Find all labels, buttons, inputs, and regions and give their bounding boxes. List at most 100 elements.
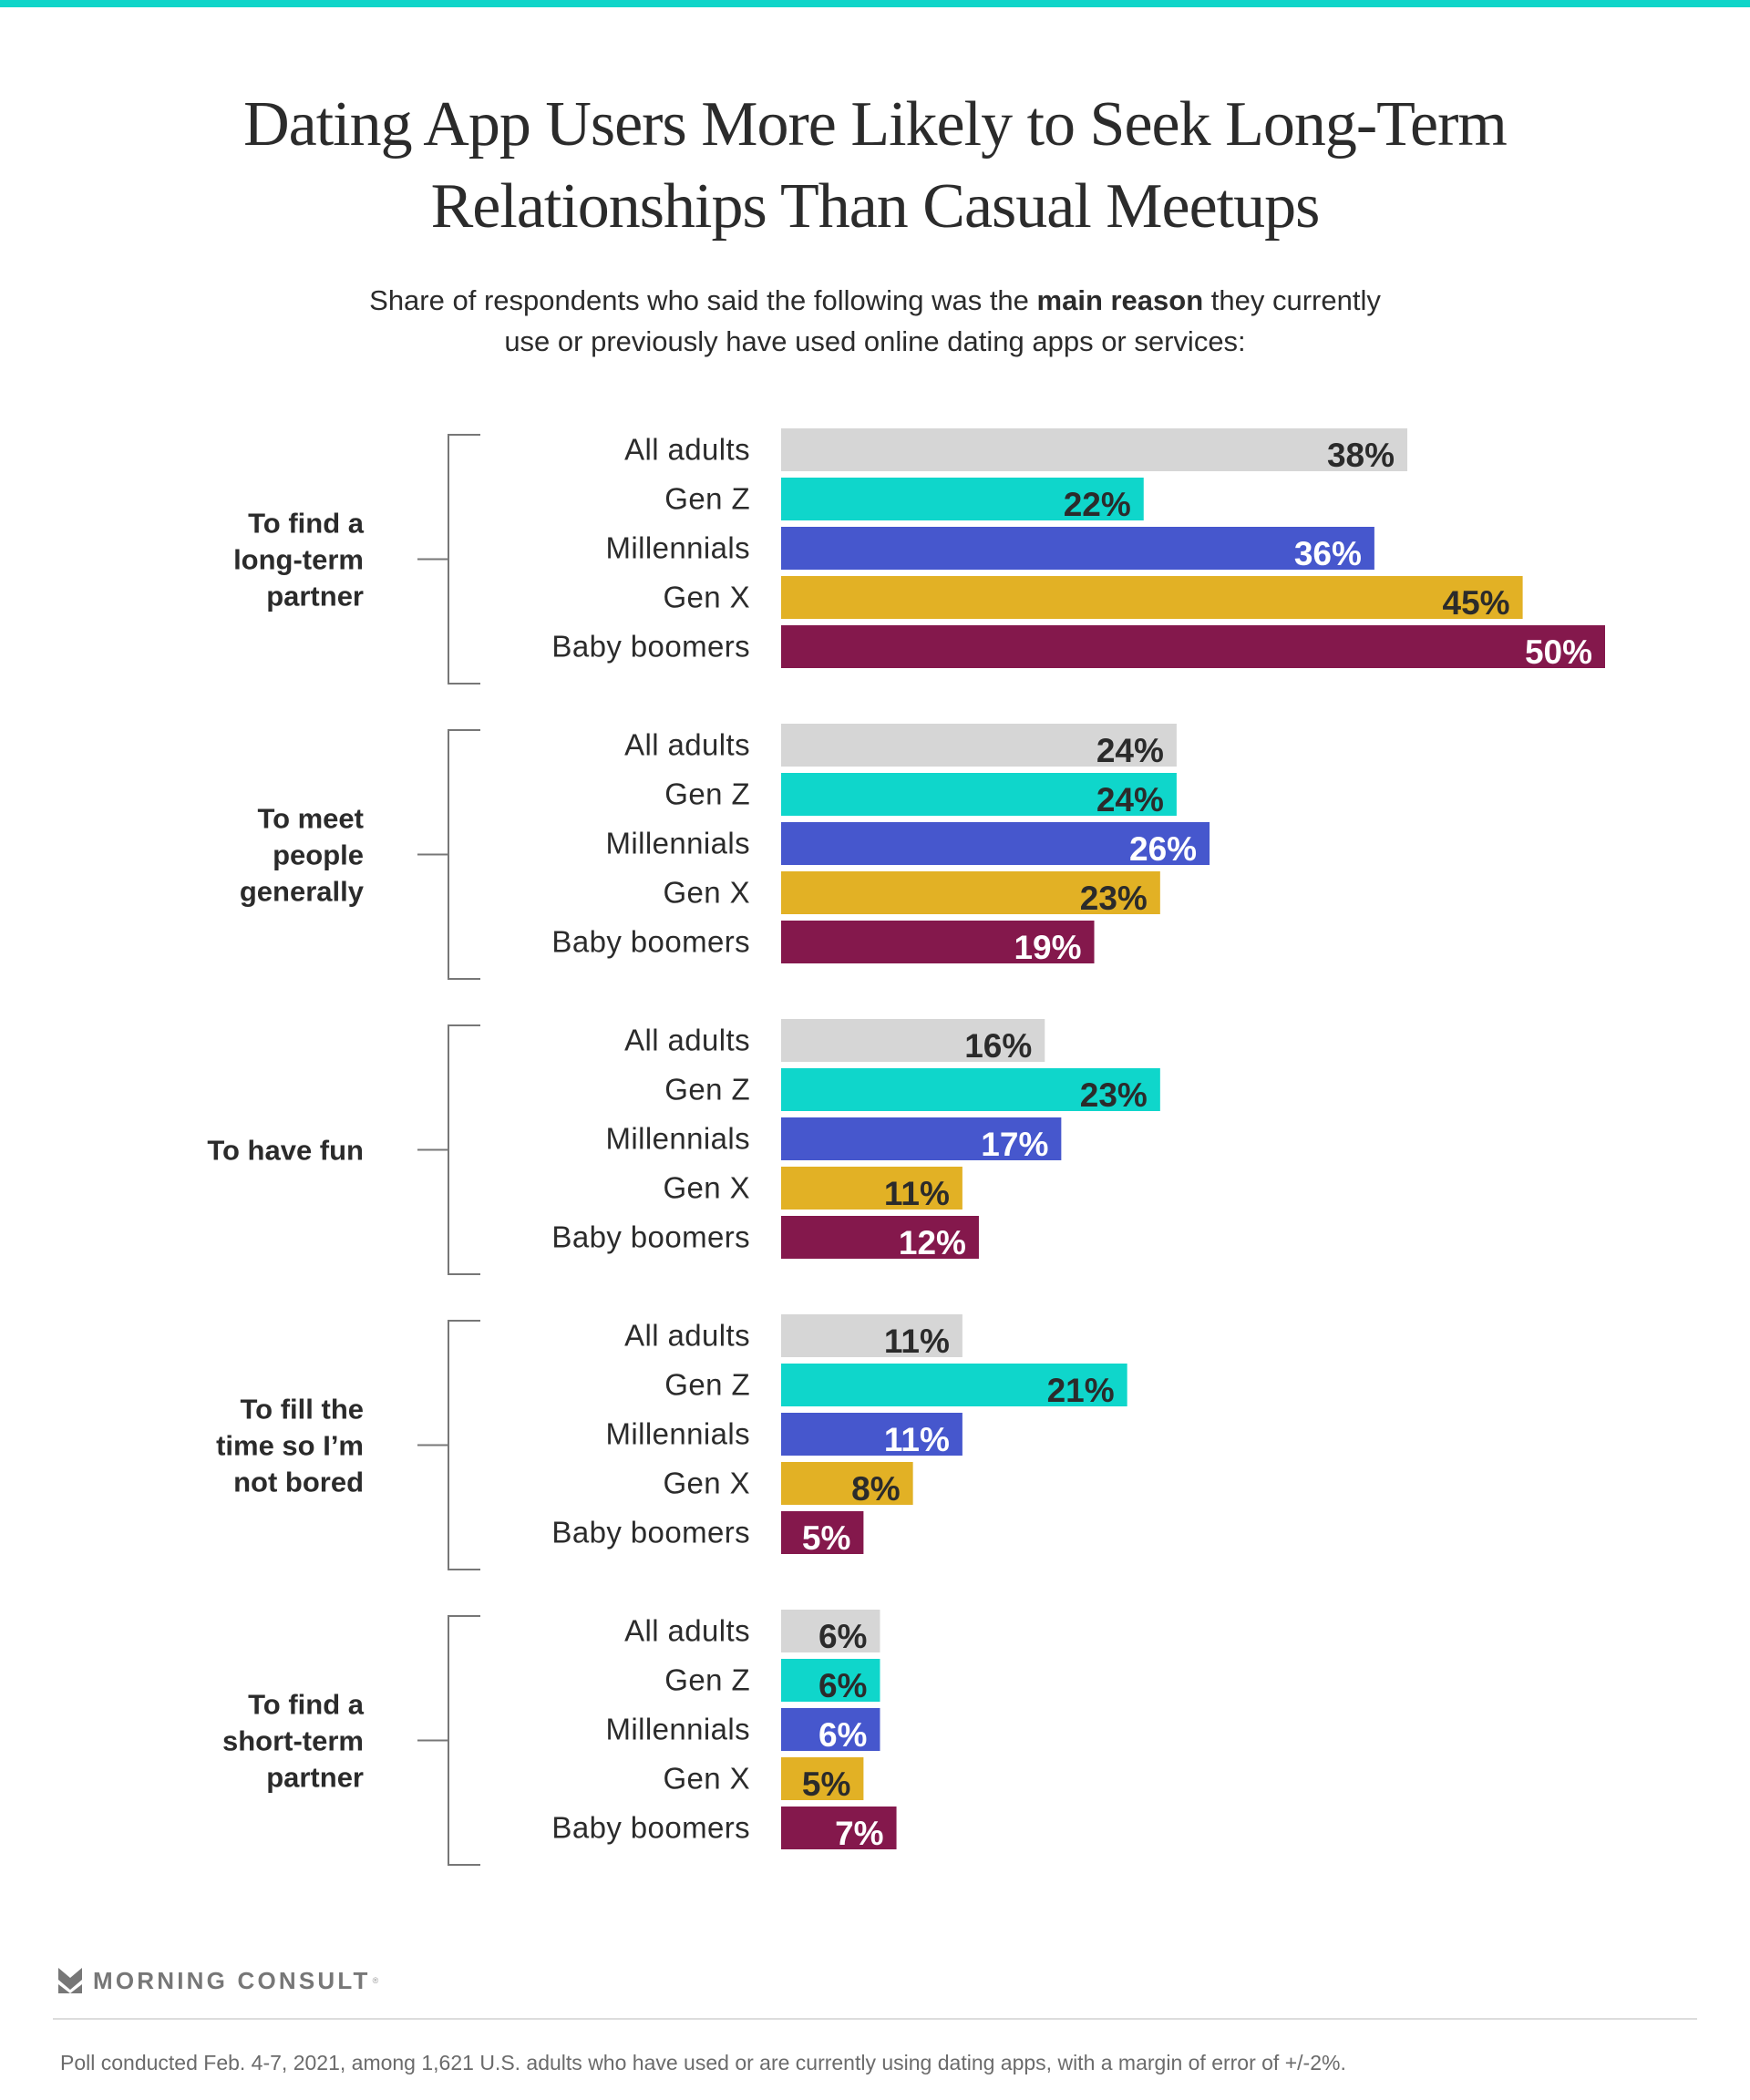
subtitle-emphasis: main reason	[1036, 284, 1204, 316]
group-label-line: short-term	[222, 1725, 364, 1757]
series-label: All adults	[624, 1024, 750, 1057]
series-label: Baby boomers	[551, 925, 750, 959]
value-label: 16%	[964, 1027, 1032, 1065]
bar-baby-boomers	[781, 1807, 897, 1849]
value-label: 36%	[1294, 535, 1362, 572]
value-label: 6%	[818, 1618, 867, 1655]
value-label: 24%	[1096, 781, 1164, 818]
value-label: 11%	[884, 1421, 950, 1458]
bar-all-adults	[781, 1610, 880, 1652]
group-label-line: To find a	[248, 1689, 365, 1721]
value-label: 50%	[1525, 633, 1592, 671]
value-label: 38%	[1327, 437, 1395, 474]
series-label: Baby boomers	[551, 630, 750, 664]
bar-millennials	[781, 527, 1374, 570]
value-label: 23%	[1080, 1076, 1148, 1114]
series-label: Gen Z	[664, 777, 750, 811]
bar-millennials	[781, 1708, 880, 1751]
series-label: Millennials	[606, 531, 750, 565]
bar-baby-boomers	[781, 921, 1095, 963]
series-label: Gen X	[663, 581, 750, 614]
group-label-line: To find a	[248, 508, 365, 540]
series-label: Gen X	[663, 1467, 750, 1500]
value-label: 22%	[1064, 486, 1131, 523]
value-label: 24%	[1096, 732, 1164, 769]
value-label: 19%	[1014, 929, 1081, 966]
top-accent-bar	[0, 0, 1750, 7]
bar-millennials	[781, 1117, 1062, 1160]
series-label: Millennials	[606, 1417, 750, 1451]
bar-gen-x	[781, 576, 1523, 619]
chart-title-line-1: Dating App Users More Likely to Seek Lon…	[243, 89, 1508, 160]
value-label: 12%	[899, 1224, 966, 1261]
series-label: Gen X	[663, 1762, 750, 1796]
chart-title: Dating App Users More Likely to Seek Lon…	[0, 84, 1750, 248]
subtitle-text-post: they currently	[1203, 284, 1381, 316]
group-bracket	[448, 1024, 480, 1275]
bar-gen-z	[781, 478, 1144, 520]
subtitle-line-1: Share of respondents who said the follow…	[0, 280, 1750, 321]
value-label: 23%	[1080, 880, 1148, 917]
series-label: All adults	[624, 433, 750, 467]
subtitle-line-2: use or previously have used online datin…	[504, 325, 1246, 357]
value-label: 5%	[802, 1765, 850, 1803]
group-label-line: To have fun	[207, 1135, 364, 1167]
group-label-line: To fill the	[241, 1394, 364, 1426]
group-bracket	[448, 729, 480, 980]
group-label-line: people	[273, 839, 364, 871]
series-label: Gen Z	[664, 1663, 750, 1697]
brand-name: MORNING CONSULT	[93, 1967, 371, 1994]
value-label: 11%	[884, 1323, 950, 1360]
series-label: Baby boomers	[551, 1220, 750, 1254]
bar-gen-x	[781, 871, 1160, 914]
brand-logo: MORNING CONSULT ®	[58, 1967, 378, 1994]
value-label: 26%	[1129, 830, 1197, 868]
bar-gen-x	[781, 1757, 864, 1800]
bar-baby-boomers	[781, 1216, 979, 1259]
chart-title-line-2: Relationships Than Casual Meetups	[430, 171, 1321, 242]
morning-consult-logo-icon	[58, 1968, 82, 1993]
series-label: All adults	[624, 728, 750, 762]
bar-gen-z	[781, 1659, 880, 1702]
bar-millennials	[781, 822, 1210, 865]
series-label: Baby boomers	[551, 1811, 750, 1845]
value-label: 6%	[818, 1716, 867, 1754]
bar-baby-boomers	[781, 625, 1605, 668]
footer-divider	[53, 2018, 1697, 2020]
group-label-line: partner	[266, 1762, 364, 1794]
group-bracket	[448, 1320, 480, 1570]
chart-subtitle: Share of respondents who said the follow…	[0, 280, 1750, 362]
series-label: Millennials	[606, 1713, 750, 1746]
subtitle-text-pre: Share of respondents who said the follow…	[369, 284, 1037, 316]
group-label-line: time so I’m	[216, 1430, 364, 1462]
group-label-line: partner	[266, 581, 364, 612]
series-label: Gen Z	[664, 482, 750, 516]
bar-gen-z	[781, 773, 1177, 816]
value-label: 11%	[884, 1175, 950, 1212]
series-label: Gen X	[663, 1171, 750, 1205]
series-label: All adults	[624, 1614, 750, 1648]
group-bracket	[448, 1615, 480, 1866]
value-label: 5%	[802, 1519, 850, 1557]
bar-millennials	[781, 1413, 962, 1456]
group-label-line: generally	[240, 876, 365, 908]
bar-all-adults	[781, 1019, 1045, 1062]
group-label-line: To meet	[257, 803, 364, 835]
bar-all-adults	[781, 1314, 962, 1357]
bar-gen-x	[781, 1167, 962, 1210]
footer-note: Poll conducted Feb. 4-7, 2021, among 1,6…	[60, 2051, 1346, 2074]
group-bracket	[448, 434, 480, 685]
bar-all-adults	[781, 428, 1408, 471]
group-label-line: not bored	[233, 1467, 364, 1498]
series-label: Gen Z	[664, 1073, 750, 1107]
series-label: Millennials	[606, 1122, 750, 1156]
value-label: 45%	[1443, 584, 1510, 622]
value-label: 21%	[1047, 1372, 1115, 1409]
series-label: Gen Z	[664, 1368, 750, 1402]
series-label: All adults	[624, 1319, 750, 1353]
group-label-line: long-term	[233, 544, 364, 576]
bar-gen-z	[781, 1364, 1127, 1406]
value-label: 7%	[835, 1815, 883, 1852]
value-label: 17%	[981, 1126, 1048, 1163]
